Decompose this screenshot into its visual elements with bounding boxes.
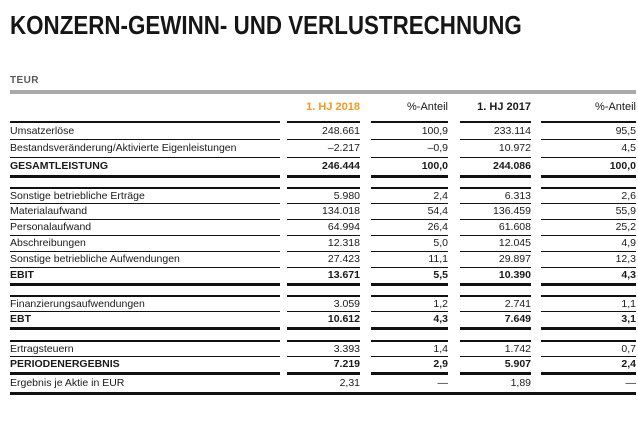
cell-anteil-2018: 54,4 (371, 203, 448, 219)
cell-hj2018: 248.661 (287, 121, 360, 139)
cell-hj2017: 1.742 (460, 340, 531, 356)
cell-hj2017: 5.907 (460, 356, 531, 372)
table-row-gesamtleistung: GESAMTLEISTUNG 246.444 100,0 244.086 100… (10, 157, 636, 175)
divider-bar (10, 90, 636, 94)
cell-hj2018: 10.612 (287, 311, 360, 327)
table-row-materialaufwand: Materialaufwand 134.018 54,4 136.459 55,… (10, 203, 636, 219)
cell-anteil-2017: 4,9 (541, 235, 636, 251)
cell-anteil-2018: 1,4 (371, 340, 448, 356)
cell-hj2018: –2.217 (287, 139, 360, 157)
cell-anteil-2018: –0,9 (371, 139, 448, 157)
cell-hj2018: 27.423 (287, 251, 360, 267)
row-label: Ergebnis je Aktie in EUR (10, 372, 280, 392)
column-header-hj2017: 1. HJ 2017 (477, 101, 531, 113)
table-row-sonstige-aufwendungen: Sonstige betriebliche Aufwendungen 27.42… (10, 251, 636, 267)
cell-anteil-2017: — (541, 372, 636, 392)
cell-hj2018: 246.444 (287, 157, 360, 175)
cell-anteil-2017: 25,2 (541, 219, 636, 235)
table-header-row: 1. HJ 2018 %-Anteil 1. HJ 2017 %-Anteil (10, 94, 636, 121)
row-label: PERIODENERGEBNIS (10, 356, 280, 372)
table-row-bestandsveraenderung: Bestandsveränderung/Aktivierte Eigenleis… (10, 139, 636, 157)
cell-anteil-2018: 5,0 (371, 235, 448, 251)
cell-hj2017: 12.045 (460, 235, 531, 251)
cell-hj2018: 13.671 (287, 267, 360, 283)
cell-anteil-2017: 1,1 (541, 295, 636, 311)
cell-hj2017: 136.459 (460, 203, 531, 219)
cell-hj2018: 3.393 (287, 340, 360, 356)
header-spacer (10, 94, 280, 121)
table-row-umsatzerloese: Umsatzerlöse 248.661 100,9 233.114 95,5 (10, 121, 636, 139)
cell-anteil-2017: 12,3 (541, 251, 636, 267)
row-label: Materialaufwand (10, 203, 280, 219)
row-label: Ertragsteuern (10, 340, 280, 356)
row-label: GESAMTLEISTUNG (10, 157, 280, 175)
table-row-ebt: EBT 10.612 4,3 7.649 3,1 (10, 311, 636, 327)
row-label: EBT (10, 311, 280, 327)
cell-hj2017: 7.649 (460, 311, 531, 327)
table-row-ergebnis-je-aktie: Ergebnis je Aktie in EUR 2,31 — 1,89 — (10, 372, 636, 392)
cell-anteil-2018: 2,4 (371, 187, 448, 203)
table-row-ertragsteuern: Ertragsteuern 3.393 1,4 1.742 0,7 (10, 340, 636, 356)
cell-anteil-2017: 2,6 (541, 187, 636, 203)
row-label: EBIT (10, 267, 280, 283)
cell-hj2017: 10.390 (460, 267, 531, 283)
cell-hj2018: 134.018 (287, 203, 360, 219)
cell-hj2018: 2,31 (287, 372, 360, 392)
cell-anteil-2017: 3,1 (541, 311, 636, 327)
cell-anteil-2017: 95,5 (541, 121, 636, 139)
page-title: KONZERN-GEWINN- UND VERLUSTRECHNUNG (10, 10, 522, 40)
cell-anteil-2018: 11,1 (371, 251, 448, 267)
table-row-periodenergebnis: PERIODENERGEBNIS 7.219 2,9 5.907 2,4 (10, 356, 636, 372)
column-header-hj2018: 1. HJ 2018 (306, 101, 360, 113)
cell-anteil-2017: 55,9 (541, 203, 636, 219)
cell-anteil-2017: 0,7 (541, 340, 636, 356)
cell-hj2018: 5.980 (287, 187, 360, 203)
column-header-anteil-2017: %-Anteil (595, 101, 636, 113)
row-label: Umsatzerlöse (10, 121, 280, 139)
table-row-abschreibungen: Abschreibungen 12.318 5,0 12.045 4,9 (10, 235, 636, 251)
unit-label: TEUR (10, 75, 39, 86)
cell-hj2017: 6.313 (460, 187, 531, 203)
cell-anteil-2018: — (371, 372, 448, 392)
cell-anteil-2018: 4,3 (371, 311, 448, 327)
cell-hj2017: 244.086 (460, 157, 531, 175)
cell-anteil-2018: 100,9 (371, 121, 448, 139)
cell-anteil-2017: 4,3 (541, 267, 636, 283)
report-content: KONZERN-GEWINN- UND VERLUSTRECHNUNG TEUR… (10, 10, 636, 395)
cell-anteil-2018: 1,2 (371, 295, 448, 311)
cell-hj2017: 1,89 (460, 372, 531, 392)
cell-hj2017: 61.608 (460, 219, 531, 235)
row-label: Abschreibungen (10, 235, 280, 251)
cell-hj2018: 7.219 (287, 356, 360, 372)
table-row-ebit: EBIT 13.671 5,5 10.390 4,3 (10, 267, 636, 283)
cell-hj2018: 3.059 (287, 295, 360, 311)
table-row-finanzierungsaufwendungen: Finanzierungsaufwendungen 3.059 1,2 2.74… (10, 295, 636, 311)
table-bottom-rule (10, 392, 636, 395)
row-label: Personalaufwand (10, 219, 280, 235)
cell-anteil-2018: 26,4 (371, 219, 448, 235)
row-label: Bestandsveränderung/Aktivierte Eigenleis… (10, 139, 280, 157)
table-row-personalaufwand: Personalaufwand 64.994 26,4 61.608 25,2 (10, 219, 636, 235)
row-label: Sonstige betriebliche Aufwendungen (10, 251, 280, 267)
cell-anteil-2018: 100,0 (371, 157, 448, 175)
cell-anteil-2018: 5,5 (371, 267, 448, 283)
cell-hj2017: 2.741 (460, 295, 531, 311)
cell-anteil-2018: 2,9 (371, 356, 448, 372)
cell-hj2018: 12.318 (287, 235, 360, 251)
table-row-sonstige-ertraege: Sonstige betriebliche Erträge 5.980 2,4 … (10, 187, 636, 203)
cell-anteil-2017: 4,5 (541, 139, 636, 157)
cell-hj2017: 29.897 (460, 251, 531, 267)
cell-hj2017: 233.114 (460, 121, 531, 139)
row-label: Finanzierungsaufwendungen (10, 295, 280, 311)
cell-hj2017: 10.972 (460, 139, 531, 157)
cell-anteil-2017: 2,4 (541, 356, 636, 372)
row-label: Sonstige betriebliche Erträge (10, 187, 280, 203)
column-header-anteil-2018: %-Anteil (407, 101, 448, 113)
cell-hj2018: 64.994 (287, 219, 360, 235)
cell-anteil-2017: 100,0 (541, 157, 636, 175)
